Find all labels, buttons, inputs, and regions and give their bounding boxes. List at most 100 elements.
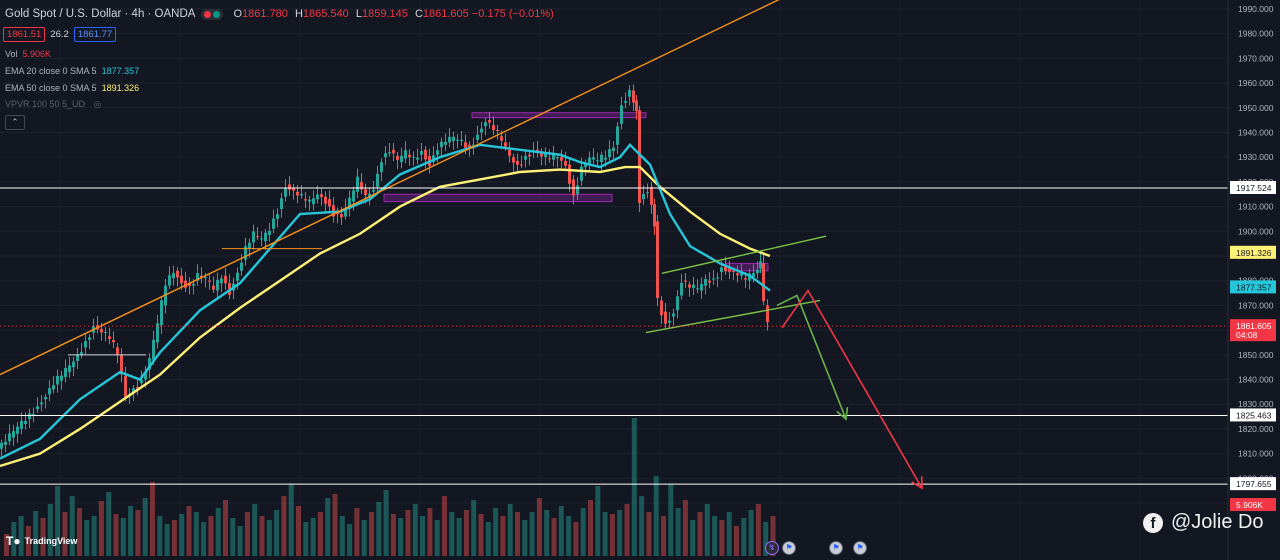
candle-body — [132, 388, 135, 392]
volume-bar — [252, 504, 258, 556]
volume-bar — [536, 498, 542, 556]
candle-body — [40, 402, 43, 405]
candle-body — [420, 151, 423, 155]
candle-body — [20, 420, 23, 429]
chart-header: Gold Spot / U.S. Dollar · 4h · OANDA O 18… — [5, 8, 554, 20]
candle-body — [124, 375, 127, 398]
candle-body — [280, 198, 283, 210]
candle-body — [12, 431, 15, 438]
projection-arrow — [781, 289, 923, 489]
candle-body — [364, 189, 367, 195]
close-value: 1861.605 — [422, 8, 469, 20]
candle-body — [200, 275, 203, 278]
event-us-flag-icon[interactable]: ⚑ — [829, 541, 843, 555]
candle-body — [616, 126, 619, 145]
volume-bar — [347, 524, 353, 556]
ema20-line — [0, 143, 771, 460]
buy-button[interactable]: 1861.77 — [73, 27, 117, 42]
candle-body — [192, 283, 195, 286]
volume-bar — [602, 512, 608, 556]
candle-body — [672, 313, 675, 317]
market-status-toggle[interactable] — [201, 8, 224, 20]
candle-body — [368, 193, 371, 197]
candle-body — [732, 270, 735, 272]
tradingview-logo[interactable]: T● TradingView — [6, 534, 77, 548]
eye-hidden-icon[interactable]: ◎ — [93, 99, 102, 109]
candle-body — [196, 273, 199, 281]
legend-ema50[interactable]: EMA 50 close 0 SMA 5 1891.326 — [5, 83, 139, 93]
candle-body — [748, 273, 751, 281]
candle-body — [744, 278, 747, 280]
legend-vpvr[interactable]: VPVR 100 50 5_UD ◎ — [5, 99, 101, 110]
candle-body — [700, 283, 703, 291]
candle-body — [676, 296, 679, 311]
volume-bar — [186, 506, 192, 556]
y-tick-label: 1840.000 — [1238, 375, 1274, 385]
candle-body — [560, 157, 563, 161]
volume-bar — [463, 510, 469, 556]
y-tick-label: 1810.000 — [1238, 449, 1274, 459]
candle-body — [528, 154, 531, 157]
candle-body — [176, 270, 179, 278]
volume-bar — [770, 516, 776, 556]
sell-button[interactable]: 1861.51 — [3, 27, 46, 42]
volume-bar — [369, 512, 374, 556]
candle-body — [708, 280, 711, 283]
candle-body — [308, 199, 311, 202]
event-flash-icon[interactable]: ↯ — [765, 541, 779, 555]
candle-body — [360, 181, 363, 190]
candle-body — [484, 122, 487, 127]
price-tag — [1230, 280, 1276, 294]
candle-body — [580, 166, 583, 181]
volume-bar — [150, 482, 155, 556]
candle-body — [556, 157, 559, 159]
candle-body — [540, 153, 543, 157]
candle-body — [724, 265, 727, 272]
candle-body — [60, 375, 63, 381]
volume-bar — [4, 534, 9, 556]
candle-body — [576, 185, 579, 195]
low-label: L — [355, 8, 362, 20]
candle-body — [312, 198, 315, 205]
candle-body — [16, 426, 19, 434]
spread-value: 26.2 — [50, 29, 69, 40]
volume-bar — [208, 516, 214, 556]
event-us-flag-icon[interactable]: ⚑ — [782, 541, 796, 555]
candle-body — [572, 179, 575, 196]
candle-body — [508, 149, 511, 156]
volume-bar — [106, 492, 112, 556]
volume-bar — [171, 520, 177, 556]
legend-ema20[interactable]: EMA 20 close 0 SMA 5 1877.357 — [5, 66, 139, 76]
volume-bar — [98, 501, 104, 556]
legend-volume[interactable]: Vol 5.906K — [5, 49, 51, 59]
volume-bar — [398, 518, 404, 556]
open-label: O — [233, 8, 243, 20]
volume-bar — [25, 526, 31, 556]
volume-bar — [281, 496, 287, 556]
candle-body — [596, 160, 599, 162]
volume-bar — [84, 520, 90, 556]
candle-body — [64, 368, 67, 378]
chevron-up-icon[interactable]: ⌃ — [5, 115, 25, 130]
channel-lower — [645, 299, 821, 334]
trendline — [0, 0, 780, 376]
volume-bar — [412, 504, 418, 556]
event-us-flag-icon[interactable]: ⚑ — [853, 541, 867, 555]
countdown-label: 04:08 — [1236, 330, 1258, 340]
candle-body — [504, 142, 507, 147]
volume-bar — [522, 520, 528, 556]
grid — [0, 8, 1228, 504]
candle-body — [324, 196, 327, 204]
candle-body — [492, 125, 495, 131]
candle-body — [604, 157, 607, 160]
candle-body — [72, 361, 75, 368]
candle-body — [136, 386, 139, 389]
candle-body — [236, 272, 239, 281]
candle-body — [396, 155, 399, 160]
candle-body — [568, 164, 571, 184]
candle-body — [224, 275, 227, 284]
symbol-title[interactable]: Gold Spot / U.S. Dollar · 4h · OANDA — [5, 8, 196, 20]
volume-bar — [266, 520, 272, 556]
volume-bar — [500, 516, 506, 556]
